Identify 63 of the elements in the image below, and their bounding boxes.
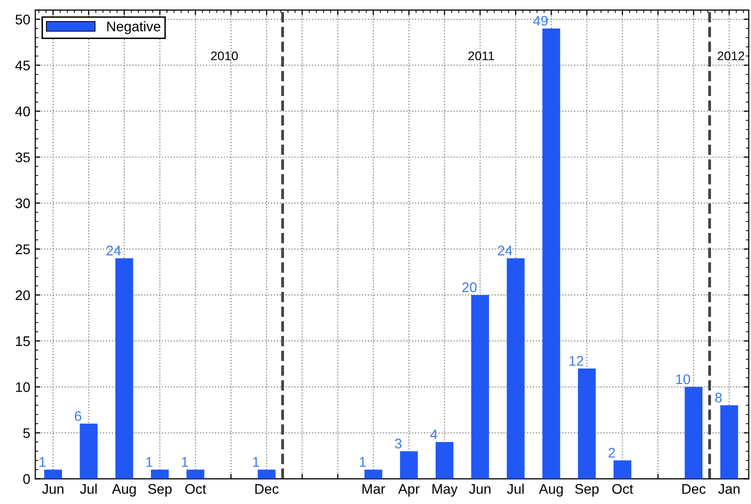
data-label: 1 <box>360 457 366 467</box>
x-tick-label: Aug <box>112 484 136 497</box>
annotation: 2011 <box>468 51 494 60</box>
y-tick-label: 5 <box>23 428 30 438</box>
y-tick-label: 25 <box>16 244 30 254</box>
bar <box>80 424 98 479</box>
y-tick-label: 20 <box>16 290 30 300</box>
bar <box>258 470 276 479</box>
bar <box>150 470 169 479</box>
annotation: 2012 <box>718 51 744 60</box>
x-tick-label: May <box>432 484 458 497</box>
bar <box>720 405 738 479</box>
y-tick-label: 35 <box>16 152 30 162</box>
x-tick-label: Jul <box>80 484 97 494</box>
bar <box>400 451 418 479</box>
bar <box>44 470 62 479</box>
bar <box>684 386 702 479</box>
x-tick-label: Dec <box>682 484 706 494</box>
bar <box>186 470 204 479</box>
data-label: 49 <box>533 16 548 26</box>
bar <box>115 258 134 479</box>
data-label: 12 <box>570 356 584 366</box>
bar <box>364 470 382 479</box>
x-tick-label: Oct <box>185 484 206 494</box>
bar <box>578 368 596 479</box>
data-label: 2 <box>608 448 615 458</box>
bar <box>614 460 632 479</box>
data-label: 1 <box>40 457 46 467</box>
y-tick-label: 10 <box>16 382 30 392</box>
data-label: 8 <box>715 392 722 403</box>
x-tick-label: Jun <box>469 484 490 494</box>
x-tick-label: Sep <box>148 484 172 497</box>
y-tick-label: 45 <box>15 60 30 70</box>
x-tick-label: Oct <box>612 484 634 494</box>
x-tick-label: Jan <box>718 484 740 494</box>
data-label: 20 <box>462 282 477 292</box>
bar <box>436 442 454 479</box>
data-label: 24 <box>498 246 512 256</box>
y-tick-label: 30 <box>16 198 30 208</box>
data-label: 1 <box>182 457 188 467</box>
x-tick-label: Dec <box>255 484 279 494</box>
annotation: 2010 <box>211 51 238 60</box>
data-label: 3 <box>394 438 402 448</box>
bar <box>542 28 560 479</box>
x-tick-label: Apr <box>398 484 420 497</box>
bar <box>506 258 525 479</box>
data-label: 24 <box>106 246 121 256</box>
y-tick-label: 0 <box>23 474 30 484</box>
legend-label: Negative <box>107 21 160 34</box>
data-label: 10 <box>676 374 690 384</box>
x-tick-label: Mar <box>362 484 386 494</box>
data-label: 6 <box>74 411 82 421</box>
data-label: 1 <box>253 457 260 467</box>
x-tick-label: Jun <box>42 484 64 494</box>
x-tick-label: Sep <box>575 484 599 497</box>
y-tick-label: 50 <box>16 14 30 24</box>
bar <box>471 294 489 479</box>
y-tick-label: 40 <box>15 106 30 116</box>
data-label: 1 <box>146 457 152 467</box>
x-tick-label: Aug <box>538 484 563 497</box>
x-tick-label: Jul <box>507 484 524 494</box>
data-label: 4 <box>430 430 438 440</box>
y-tick-label: 15 <box>16 336 30 346</box>
